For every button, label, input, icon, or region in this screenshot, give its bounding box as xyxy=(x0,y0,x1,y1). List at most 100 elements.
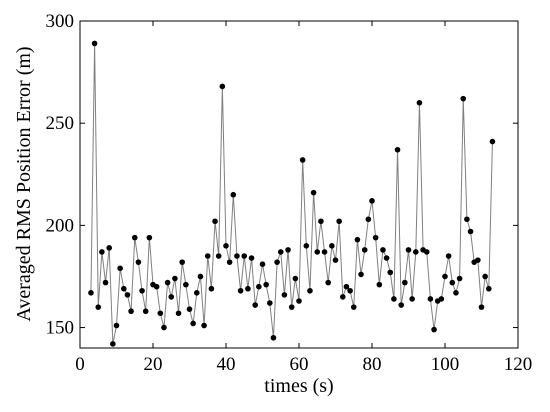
data-point xyxy=(263,281,269,288)
data-point xyxy=(285,247,291,253)
data-point xyxy=(99,249,105,255)
data-point xyxy=(310,189,317,196)
y-tick-label: 250 xyxy=(46,113,75,134)
data-point xyxy=(183,281,189,288)
data-point xyxy=(358,271,364,278)
data-point xyxy=(361,247,368,253)
data-point xyxy=(190,320,196,327)
x-tick-label: 60 xyxy=(290,354,309,375)
data-point xyxy=(219,83,226,90)
data-point xyxy=(449,279,456,286)
data-point xyxy=(212,218,218,225)
data-point xyxy=(372,234,379,241)
data-point xyxy=(456,275,463,282)
data-point xyxy=(464,216,470,223)
data-point xyxy=(475,257,481,263)
data-point xyxy=(427,296,434,302)
data-point xyxy=(438,296,445,302)
data-point xyxy=(303,243,310,249)
data-point xyxy=(405,247,412,253)
plot-area-frame xyxy=(79,20,519,349)
data-point xyxy=(332,257,339,263)
data-point xyxy=(453,290,459,296)
data-point xyxy=(413,249,419,255)
x-tick-label: 20 xyxy=(144,354,163,375)
data-point xyxy=(296,298,302,304)
y-tick-label: 200 xyxy=(46,215,75,236)
x-tick-label: 0 xyxy=(75,354,85,375)
data-point xyxy=(106,245,112,251)
data-point xyxy=(325,279,332,286)
data-point xyxy=(234,253,240,259)
data-point xyxy=(391,296,397,302)
data-point xyxy=(252,302,258,308)
data-point xyxy=(164,279,171,286)
data-point xyxy=(194,290,200,296)
data-point xyxy=(223,243,229,249)
data-point xyxy=(237,287,244,294)
data-point xyxy=(175,310,182,317)
data-point xyxy=(299,157,306,163)
data-point xyxy=(402,279,408,286)
data-point xyxy=(336,218,342,225)
data-point xyxy=(416,99,423,106)
data-point xyxy=(139,287,145,294)
data-point xyxy=(354,236,361,243)
data-point xyxy=(197,273,204,280)
x-tick-label: 80 xyxy=(363,354,382,375)
data-point xyxy=(277,249,284,255)
data-point xyxy=(314,249,321,255)
data-point xyxy=(281,292,288,298)
data-point xyxy=(365,216,372,223)
data-point xyxy=(347,287,353,294)
data-point xyxy=(350,304,357,310)
x-tick-label: 40 xyxy=(217,354,236,375)
data-point xyxy=(135,259,142,265)
data-point xyxy=(409,296,415,302)
data-point xyxy=(102,279,109,286)
data-points xyxy=(88,40,496,347)
x-tick-label: 120 xyxy=(504,354,533,375)
y-tick-label: 150 xyxy=(46,318,75,339)
data-point xyxy=(142,308,149,315)
data-point xyxy=(226,259,233,265)
x-axis-label: times (s) xyxy=(264,375,333,397)
data-point xyxy=(329,243,335,249)
data-point xyxy=(146,234,153,241)
data-point xyxy=(460,95,467,102)
data-point xyxy=(431,326,437,333)
data-point xyxy=(88,290,94,296)
data-point xyxy=(124,292,131,298)
data-point xyxy=(394,146,401,153)
data-point xyxy=(270,334,277,341)
data-point xyxy=(208,285,215,292)
x-tick-label: 100 xyxy=(431,354,460,375)
data-point xyxy=(256,283,262,290)
data-point xyxy=(161,324,167,331)
data-point xyxy=(259,261,266,268)
data-point xyxy=(482,273,488,280)
y-axis-ticks: 150 200 250 300 xyxy=(46,11,518,339)
data-point xyxy=(172,275,178,282)
data-point xyxy=(117,265,123,272)
data-point xyxy=(186,306,193,312)
data-point xyxy=(131,234,138,241)
data-point xyxy=(288,304,295,310)
data-point xyxy=(398,302,405,308)
data-point xyxy=(478,304,485,310)
data-point xyxy=(157,310,164,317)
data-point xyxy=(95,304,102,310)
data-point xyxy=(110,341,116,347)
data-point xyxy=(307,287,313,294)
y-axis-label: Averaged RMS Position Error (m) xyxy=(13,46,35,321)
data-point xyxy=(380,247,386,253)
y-tick-label: 300 xyxy=(46,11,75,32)
data-point xyxy=(274,259,280,265)
data-point xyxy=(383,255,390,261)
data-point xyxy=(245,285,251,292)
data-point xyxy=(467,228,474,235)
data-point xyxy=(128,308,134,315)
data-point xyxy=(369,198,375,204)
data-point xyxy=(343,283,350,290)
